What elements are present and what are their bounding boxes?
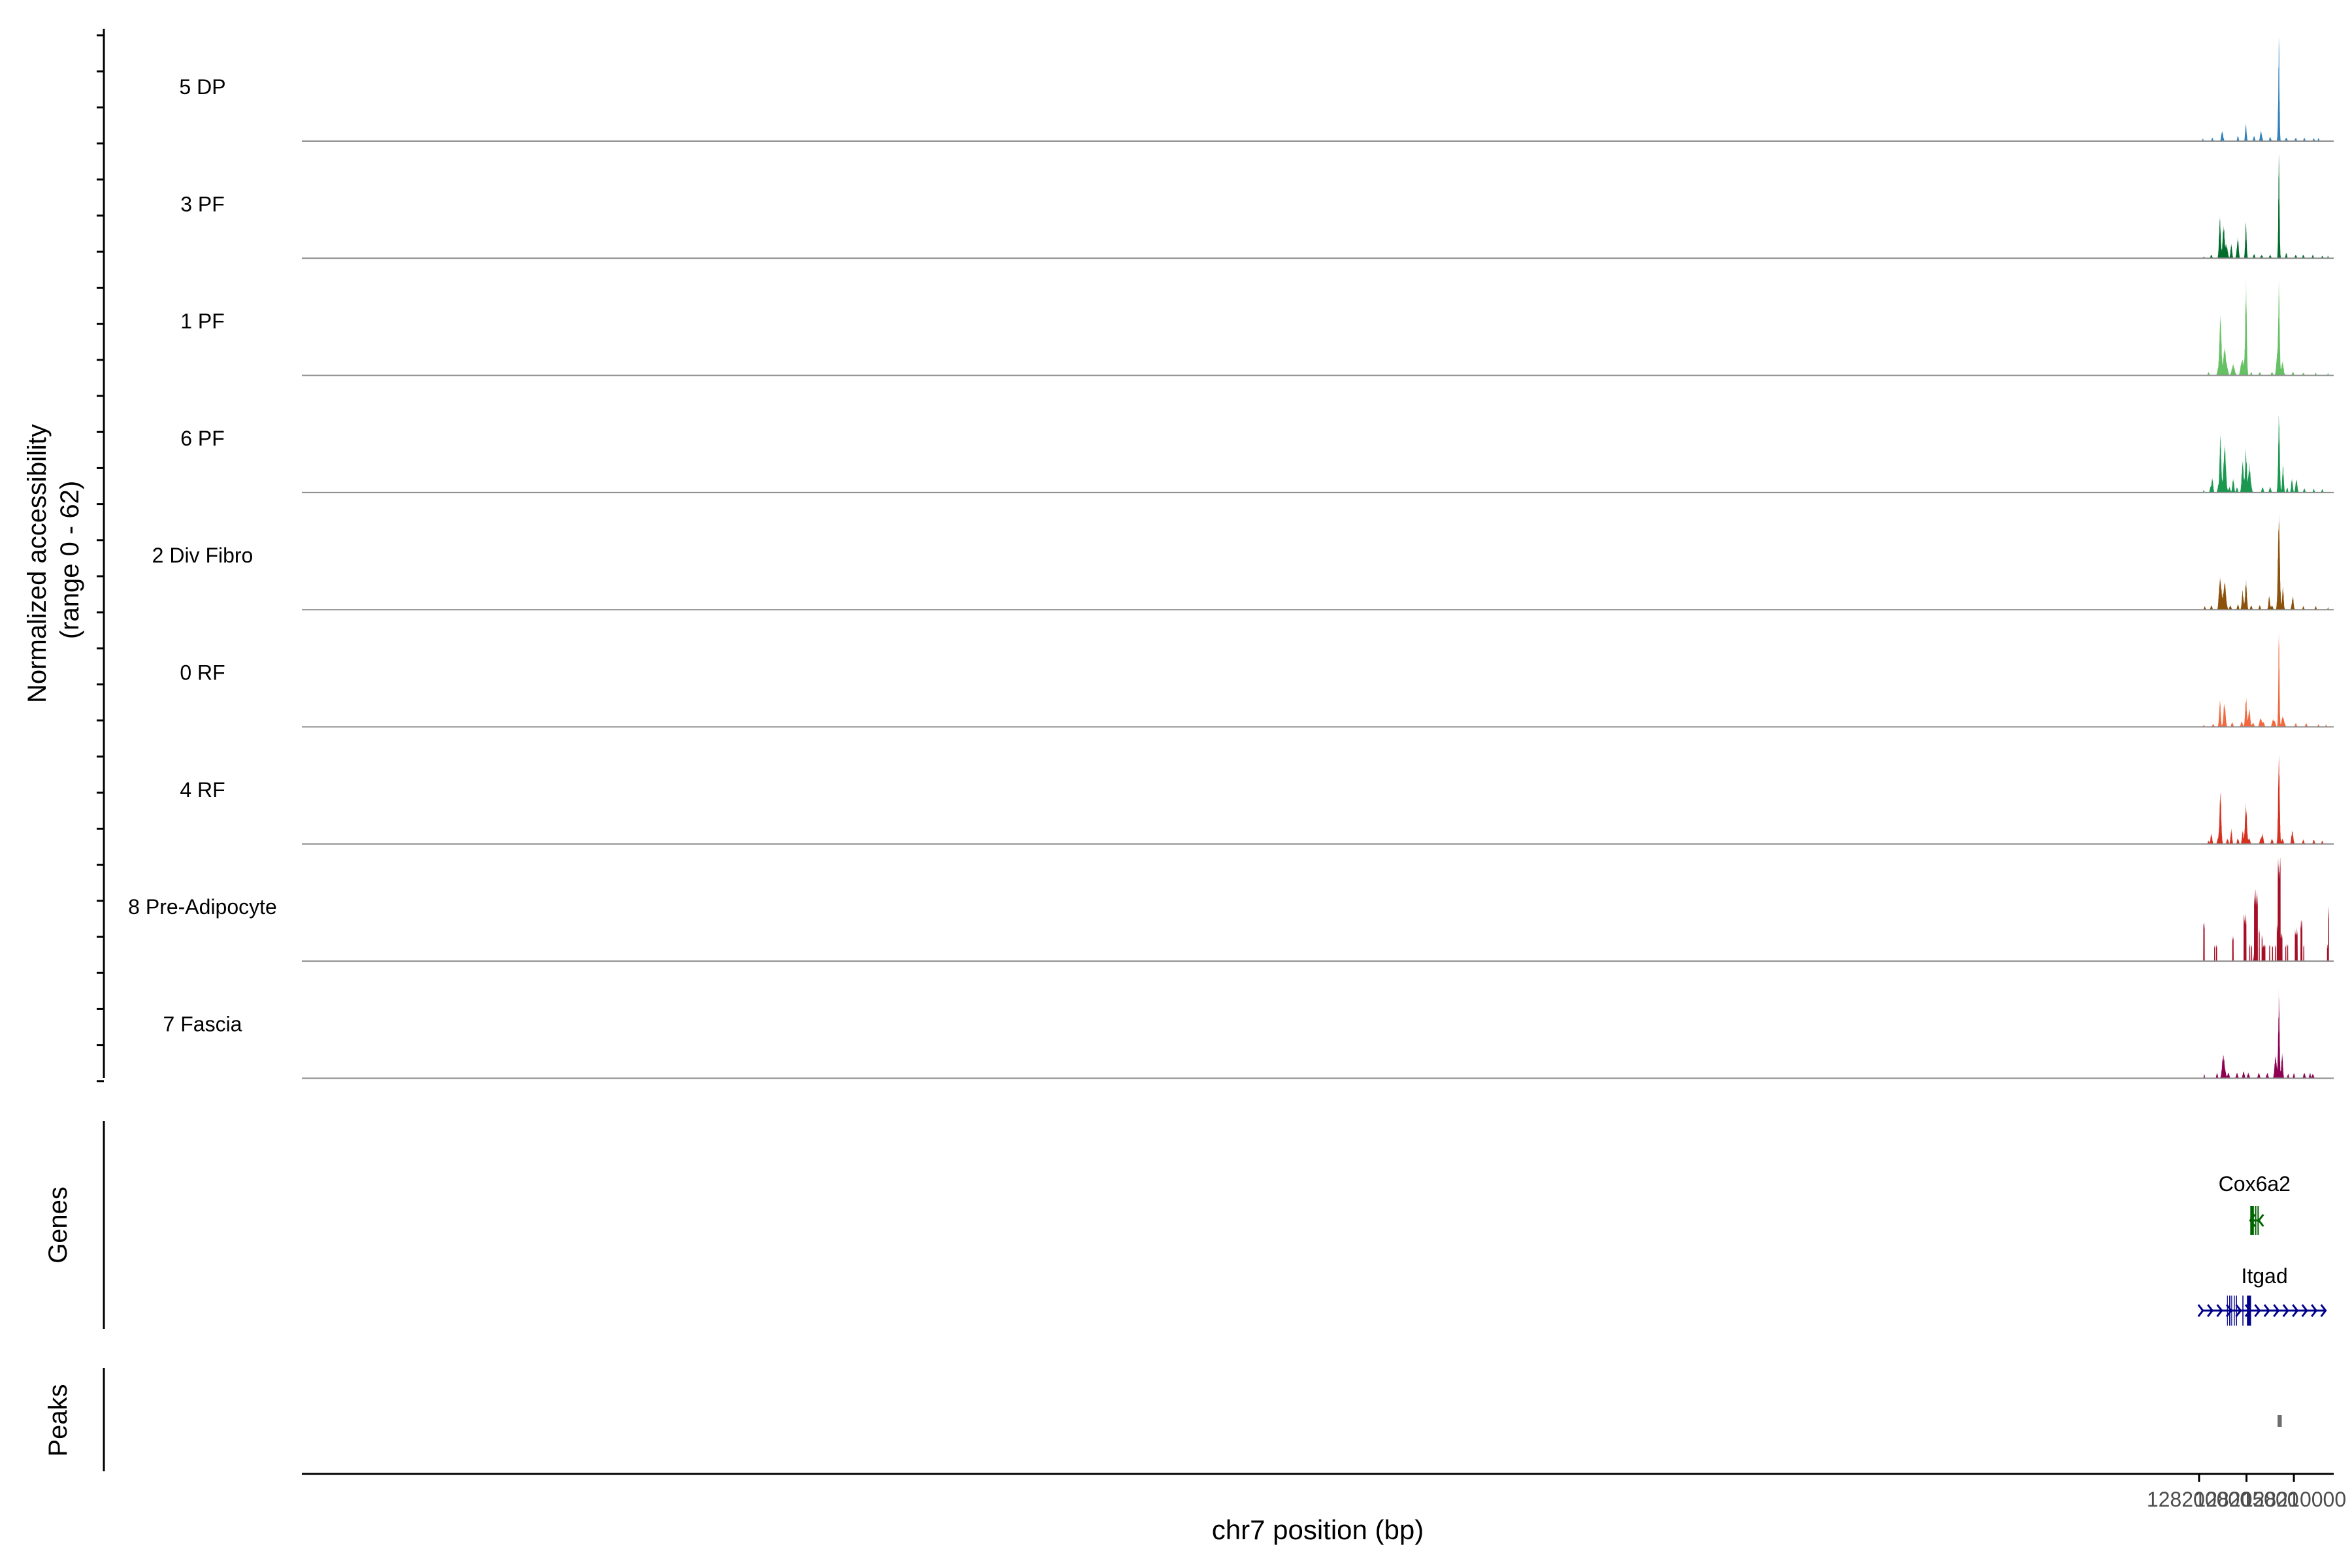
exon xyxy=(2250,1206,2254,1235)
track-label: 3 PF xyxy=(180,192,225,216)
track-8-pre-adipocyte: 8 Pre-Adipocyte xyxy=(128,858,2334,962)
gene-label: Cox6a2 xyxy=(2219,1172,2291,1196)
strand-arrow xyxy=(2197,1304,2204,1317)
exon xyxy=(2257,1206,2259,1235)
exon xyxy=(2236,1296,2237,1326)
strand-arrow xyxy=(2216,1304,2223,1317)
coverage-tracks: 5 DP 3 PF 1 PF 6 PF 2 Div Fibro 0 RF 4 RF 8 Pre… xyxy=(128,37,2334,1079)
peaks-panel-label: Peaks xyxy=(44,1384,73,1456)
x-axis-label: chr7 position (bp) xyxy=(1212,1514,1424,1545)
strand-arrow xyxy=(2282,1304,2289,1317)
strand-arrow xyxy=(2235,1304,2242,1317)
strand-arrow xyxy=(2273,1304,2280,1317)
exon xyxy=(2242,1296,2244,1326)
genes-panel-label: Genes xyxy=(44,1186,73,1264)
track-label: 4 RF xyxy=(180,778,225,802)
coverage-area xyxy=(2202,416,2329,493)
coverage-area xyxy=(2202,37,2329,142)
coverage-area xyxy=(2202,512,2329,610)
strand-arrow xyxy=(2225,1304,2232,1317)
track-label: 5 DP xyxy=(179,75,225,99)
strand-arrow xyxy=(2254,1304,2261,1317)
y-axis-label: Normalized accessibility (range 0 - 62) xyxy=(23,417,84,703)
track-label: 7 Fascia xyxy=(163,1012,242,1036)
track-label: 8 Pre-Adipocyte xyxy=(128,895,277,919)
track-1-pf: 1 PF xyxy=(180,276,2334,376)
exon xyxy=(2227,1296,2228,1326)
accessibility-y-ticks xyxy=(97,34,104,1083)
track-6-pf: 6 PF xyxy=(180,416,2334,493)
track-label: 0 RF xyxy=(180,661,225,685)
coverage-area xyxy=(2202,155,2329,259)
track-0-rf: 0 RF xyxy=(180,629,2334,728)
gene-itgad: Itgad xyxy=(2197,1264,2327,1326)
track-4-rf: 4 RF xyxy=(180,754,2334,845)
genes-track: Cox6a2 Itgad xyxy=(2197,1172,2327,1326)
strand-arrow xyxy=(2301,1304,2308,1317)
coverage-area xyxy=(2202,858,2329,962)
track-5-dp: 5 DP xyxy=(179,37,2334,142)
track-label: 6 PF xyxy=(180,427,225,450)
strand-arrow xyxy=(2320,1304,2327,1317)
track-label: 2 Div Fibro xyxy=(152,544,253,567)
gene-cox6a2: Cox6a2 xyxy=(2219,1172,2291,1235)
coverage-area xyxy=(2202,987,2329,1079)
track-7-fascia: 7 Fascia xyxy=(163,987,2334,1079)
coverage-area xyxy=(2202,629,2329,727)
strand-arrow xyxy=(2292,1304,2299,1317)
track-3-pf: 3 PF xyxy=(180,155,2334,259)
gene-label: Itgad xyxy=(2241,1264,2287,1288)
exon xyxy=(2255,1206,2257,1235)
coverage-area xyxy=(2202,754,2329,844)
exon xyxy=(2247,1296,2251,1326)
strand-arrow xyxy=(2311,1304,2318,1317)
track-label: 1 PF xyxy=(180,310,225,333)
peak-region xyxy=(2278,1415,2282,1427)
x-tick-label: 128210000 xyxy=(2242,1488,2346,1511)
exon xyxy=(2231,1296,2232,1326)
strand-arrow xyxy=(2207,1304,2214,1317)
track-2-div-fibro: 2 Div Fibro xyxy=(152,512,2334,611)
x-tick-label: 128205000 xyxy=(2194,1488,2298,1511)
coverage-area xyxy=(2202,276,2329,376)
peaks-track xyxy=(2278,1415,2282,1427)
x-tick-label: 128200000 xyxy=(2147,1488,2251,1511)
strand-arrow xyxy=(2257,1214,2264,1227)
exon xyxy=(2229,1296,2230,1326)
strand-arrow xyxy=(2263,1304,2270,1317)
